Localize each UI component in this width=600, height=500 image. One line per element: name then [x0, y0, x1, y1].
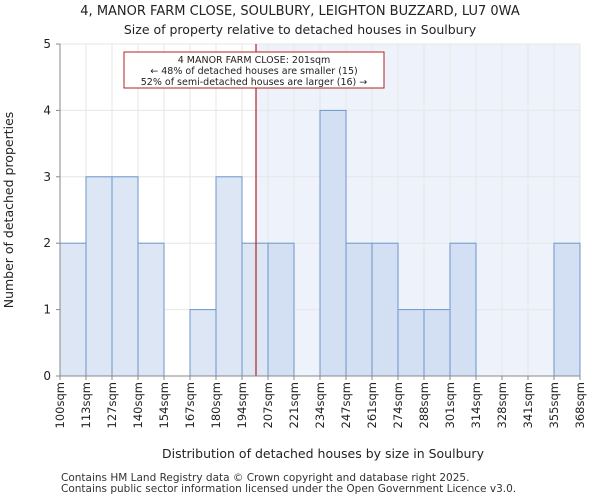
x-tick-label: 261sqm — [365, 382, 379, 428]
x-tick-label: 355sqm — [547, 382, 561, 428]
histogram-bar — [215, 176, 243, 377]
histogram-bar — [189, 309, 217, 377]
x-tick-label: 314sqm — [469, 382, 483, 428]
x-tick-label: 247sqm — [339, 382, 353, 428]
x-tick-label: 127sqm — [105, 382, 119, 428]
x-tick-label: 301sqm — [443, 382, 457, 428]
chart-subtitle: Size of property relative to detached ho… — [123, 22, 477, 37]
histogram-bar — [371, 242, 399, 377]
attribution-line-1: Contains HM Land Registry data © Crown c… — [61, 472, 470, 484]
histogram-bar — [449, 242, 477, 377]
y-tick-label: 4 — [43, 103, 51, 117]
x-tick-label: 194sqm — [235, 382, 249, 428]
x-tick-label: 368sqm — [573, 382, 587, 428]
histogram-bar — [267, 242, 295, 377]
x-tick-label: 207sqm — [261, 382, 275, 428]
histogram-bar — [85, 176, 113, 377]
x-tick-label: 341sqm — [521, 382, 535, 428]
histogram-bar — [111, 176, 139, 377]
attribution-line-2: Contains public sector information licen… — [61, 483, 517, 495]
annotation-line-1: 4 MANOR FARM CLOSE: 201sqm — [178, 55, 331, 66]
x-tick-label: 167sqm — [183, 382, 197, 428]
histogram-bar — [319, 109, 347, 377]
x-tick-label: 113sqm — [79, 382, 93, 428]
annotation-line-3: 52% of semi-detached houses are larger (… — [141, 77, 368, 88]
x-tick-label: 100sqm — [53, 382, 67, 428]
x-tick-label: 140sqm — [131, 382, 145, 428]
y-tick-label: 3 — [43, 170, 51, 184]
histogram-bar — [59, 242, 87, 377]
y-tick-label: 5 — [43, 37, 51, 51]
x-tick-label: 180sqm — [209, 382, 223, 428]
x-tick-label: 274sqm — [391, 382, 405, 428]
y-tick-label: 0 — [43, 369, 51, 383]
x-tick-label: 328sqm — [495, 382, 509, 428]
y-tick-label: 1 — [43, 303, 51, 317]
histogram-bar — [553, 242, 581, 377]
attribution-footer: Contains HM Land Registry data © Crown c… — [61, 473, 516, 495]
annotation-line-2: ← 48% of detached houses are smaller (15… — [150, 66, 357, 77]
histogram-bar — [241, 242, 269, 377]
x-tick-label: 288sqm — [417, 382, 431, 428]
chart-title: 4, MANOR FARM CLOSE, SOULBURY, LEIGHTON … — [80, 4, 520, 19]
histogram-bar — [137, 242, 165, 377]
annotation-box — [123, 51, 385, 89]
histogram-bar — [423, 309, 451, 377]
x-tick-label: 154sqm — [157, 382, 171, 428]
x-tick-label: 234sqm — [313, 382, 327, 428]
histogram-bar — [345, 242, 373, 377]
x-axis-label: Distribution of detached houses by size … — [162, 446, 485, 461]
histogram-chart: 4 MANOR FARM CLOSE: 201sqm← 48% of detac… — [1, 37, 587, 461]
x-tick-label: 221sqm — [287, 382, 301, 428]
y-tick-label: 2 — [43, 236, 51, 250]
histogram-bar — [397, 309, 425, 377]
y-axis-label: Number of detached properties — [1, 112, 16, 309]
